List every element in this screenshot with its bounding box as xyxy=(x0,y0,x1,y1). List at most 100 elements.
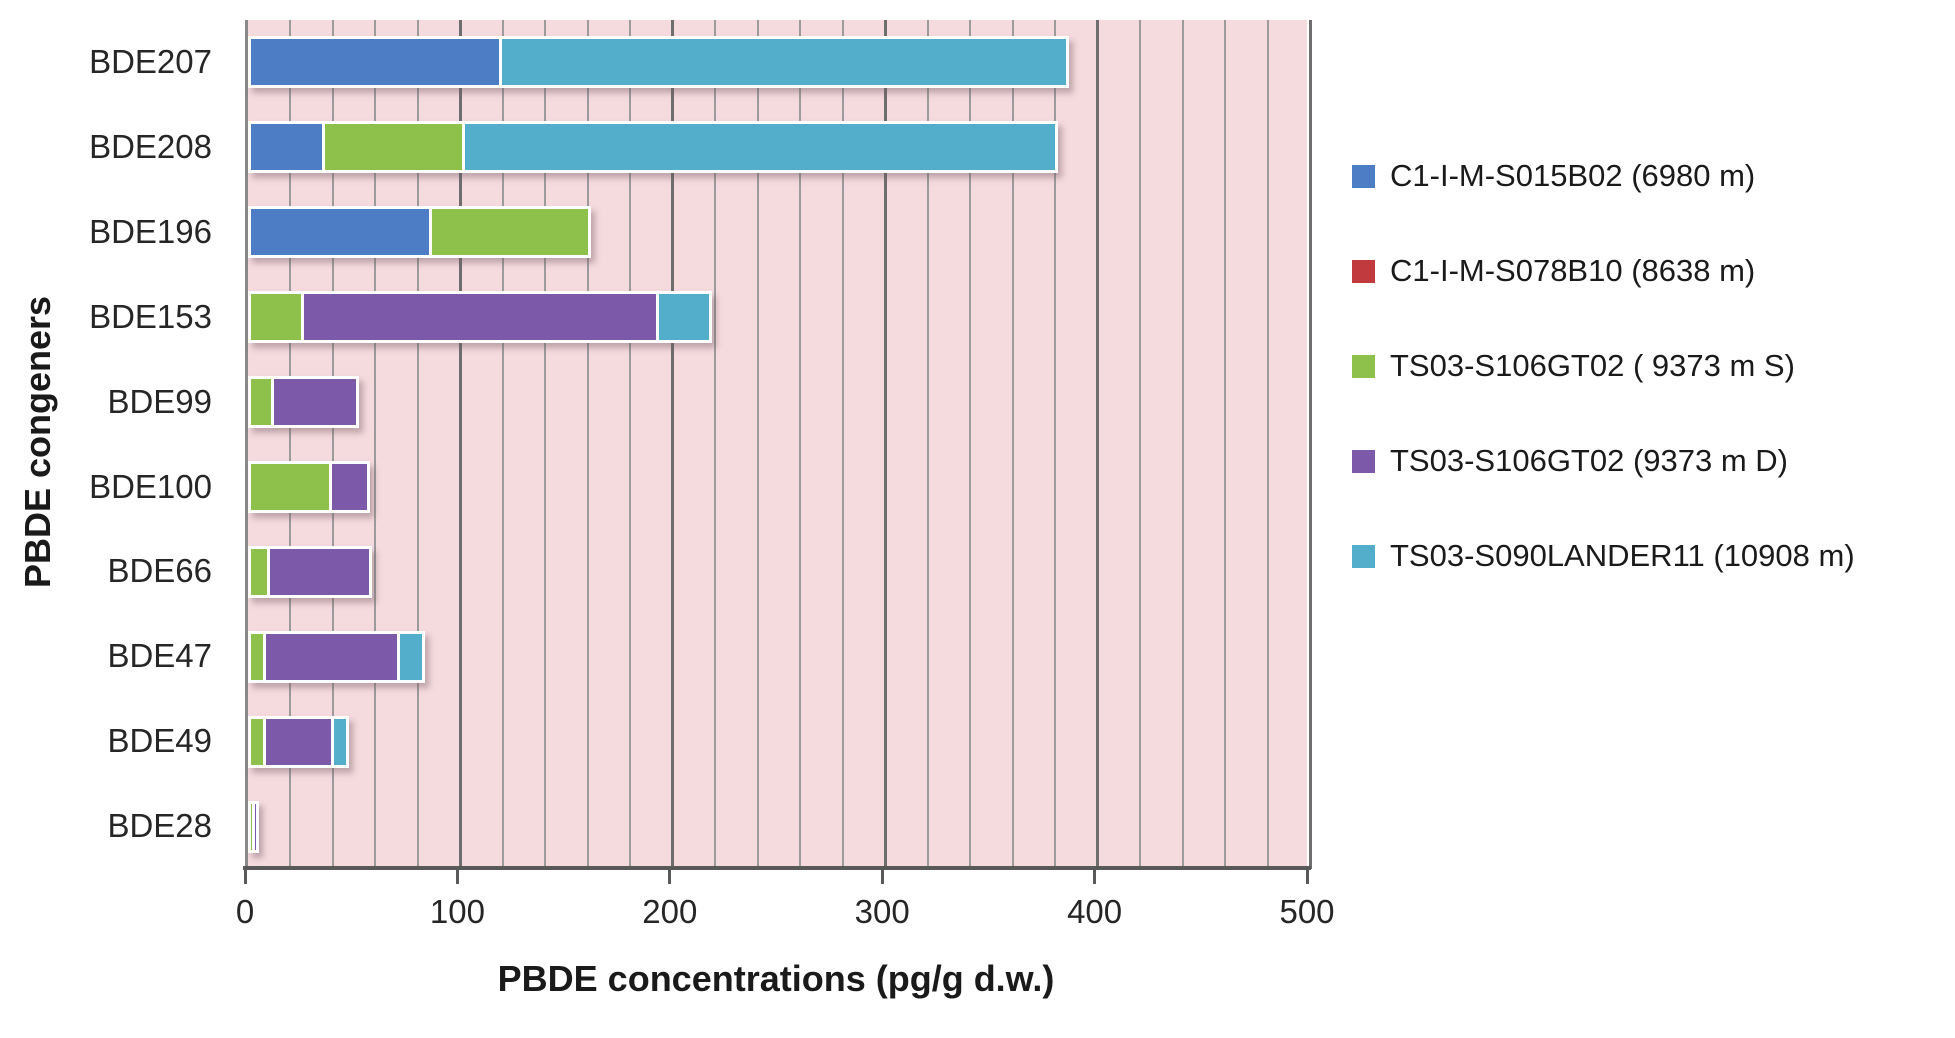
minor-gridline xyxy=(331,20,334,869)
bar-row-bde196 xyxy=(248,190,1307,275)
minor-gridline xyxy=(1054,20,1057,869)
minor-gridline xyxy=(1181,20,1184,869)
minor-gridline xyxy=(289,20,292,869)
legend-swatch-icon xyxy=(1352,449,1375,473)
x-axis-title: PBDE concentrations (pg/g d.w.) xyxy=(497,958,1055,999)
bar-row-bde153 xyxy=(248,275,1307,360)
minor-gridline xyxy=(714,20,717,869)
x-axis-line xyxy=(243,866,1311,870)
major-gridline xyxy=(671,20,675,869)
x-axis-tick-label: 200 xyxy=(642,893,698,930)
minor-gridline xyxy=(1224,20,1227,869)
minor-gridline xyxy=(629,20,632,869)
legend-label: TS03-S106GT02 (9373 m D) xyxy=(1390,443,1789,478)
major-gridline xyxy=(1308,20,1312,869)
minor-gridline xyxy=(1139,20,1142,869)
bar-segment xyxy=(251,803,252,850)
x-axis-tick xyxy=(1305,870,1309,884)
minor-gridline xyxy=(586,20,589,869)
stacked-bar-bde49 xyxy=(248,715,349,768)
minor-gridline xyxy=(1011,20,1014,869)
category-label: BDE28 xyxy=(107,807,212,845)
bar-segment xyxy=(251,124,322,171)
bar-segment xyxy=(251,463,329,510)
bar-segment xyxy=(251,548,267,595)
bar-row-bde47 xyxy=(248,614,1307,699)
category-label: BDE99 xyxy=(107,382,212,420)
minor-gridline xyxy=(501,20,504,869)
x-axis-tick-label: 500 xyxy=(1279,893,1335,930)
category-label: BDE196 xyxy=(89,212,212,250)
category-label: BDE100 xyxy=(89,467,212,505)
bar-segment xyxy=(251,294,301,341)
stacked-bar-bde207 xyxy=(248,36,1069,89)
stacked-bar-bde153 xyxy=(248,291,712,344)
bar-segment xyxy=(255,803,256,850)
major-gridline xyxy=(458,20,462,869)
x-axis-tick xyxy=(668,870,672,884)
legend-swatch-icon xyxy=(1352,354,1375,378)
category-label: BDE49 xyxy=(107,722,212,760)
category-label: BDE208 xyxy=(89,127,212,165)
plot-area xyxy=(245,20,1312,869)
bar-segment xyxy=(432,209,588,256)
bar-segment xyxy=(304,294,656,341)
bar-segment xyxy=(325,124,462,171)
bar-segment xyxy=(400,633,422,680)
minor-gridline xyxy=(1266,20,1269,869)
bar-row-bde28 xyxy=(248,784,1307,869)
category-label: BDE207 xyxy=(89,43,212,80)
x-axis-tick xyxy=(1093,870,1097,884)
x-axis-tick xyxy=(880,870,884,884)
minor-gridline xyxy=(799,20,802,869)
bar-segment xyxy=(502,39,1066,86)
bar-segment xyxy=(659,294,709,341)
bar-segment xyxy=(251,39,499,86)
stacked-bar-bde99 xyxy=(248,376,359,429)
legend-item: TS03-S090LANDER11 (10908 m) xyxy=(1352,538,1855,574)
legend-label: C1-I-M-S078B10 (8638 m) xyxy=(1390,253,1756,288)
bar-segment xyxy=(266,633,397,680)
bar-row-bde49 xyxy=(248,699,1307,784)
legend-item: C1-I-M-S078B10 (8638 m) xyxy=(1352,253,1755,289)
bar-row-bde99 xyxy=(248,360,1307,445)
stacked-bar-bde47 xyxy=(248,630,425,683)
stacked-bar-bde100 xyxy=(248,460,370,513)
category-label: BDE66 xyxy=(107,552,212,590)
legend-label: TS03-S090LANDER11 (10908 m) xyxy=(1390,538,1855,573)
legend-swatch-icon xyxy=(1352,259,1375,283)
bar-row-bde207 xyxy=(248,20,1307,105)
stacked-bar-bde66 xyxy=(248,545,372,598)
bar-segment xyxy=(251,379,271,426)
stacked-bar-bde196 xyxy=(248,206,591,259)
bar-segment xyxy=(266,718,331,765)
minor-gridline xyxy=(756,20,759,869)
bar-segment xyxy=(274,379,356,426)
minor-gridline xyxy=(374,20,377,869)
x-axis-tick-label: 300 xyxy=(854,893,910,930)
bar-segment xyxy=(332,463,367,510)
legend-label: C1-I-M-S015B02 (6980 m) xyxy=(1390,158,1756,193)
x-axis-tick-label: 0 xyxy=(235,893,255,930)
major-gridline xyxy=(1096,20,1100,869)
bar-segment xyxy=(251,633,263,680)
legend-item: TS03-S106GT02 ( 9373 m S) xyxy=(1352,348,1795,384)
minor-gridline xyxy=(969,20,972,869)
bar-segment xyxy=(270,548,369,595)
bar-row-bde66 xyxy=(248,529,1307,614)
category-label: BDE47 xyxy=(107,637,212,675)
legend-label: TS03-S106GT02 ( 9373 m S) xyxy=(1390,348,1795,383)
legend-item: C1-I-M-S015B02 (6980 m) xyxy=(1352,158,1755,194)
legend-swatch-icon xyxy=(1352,544,1375,568)
bar-segment xyxy=(465,124,1055,171)
bar-row-bde100 xyxy=(248,445,1307,530)
category-label: BDE153 xyxy=(89,297,212,335)
x-axis-tick xyxy=(243,870,247,884)
x-axis-tick-label: 400 xyxy=(1067,893,1123,930)
stacked-bar-bde28 xyxy=(248,800,259,853)
minor-gridline xyxy=(544,20,547,869)
x-axis-tick-label: 100 xyxy=(429,893,485,930)
major-gridline xyxy=(883,20,887,869)
legend-item: TS03-S106GT02 (9373 m D) xyxy=(1352,443,1788,479)
